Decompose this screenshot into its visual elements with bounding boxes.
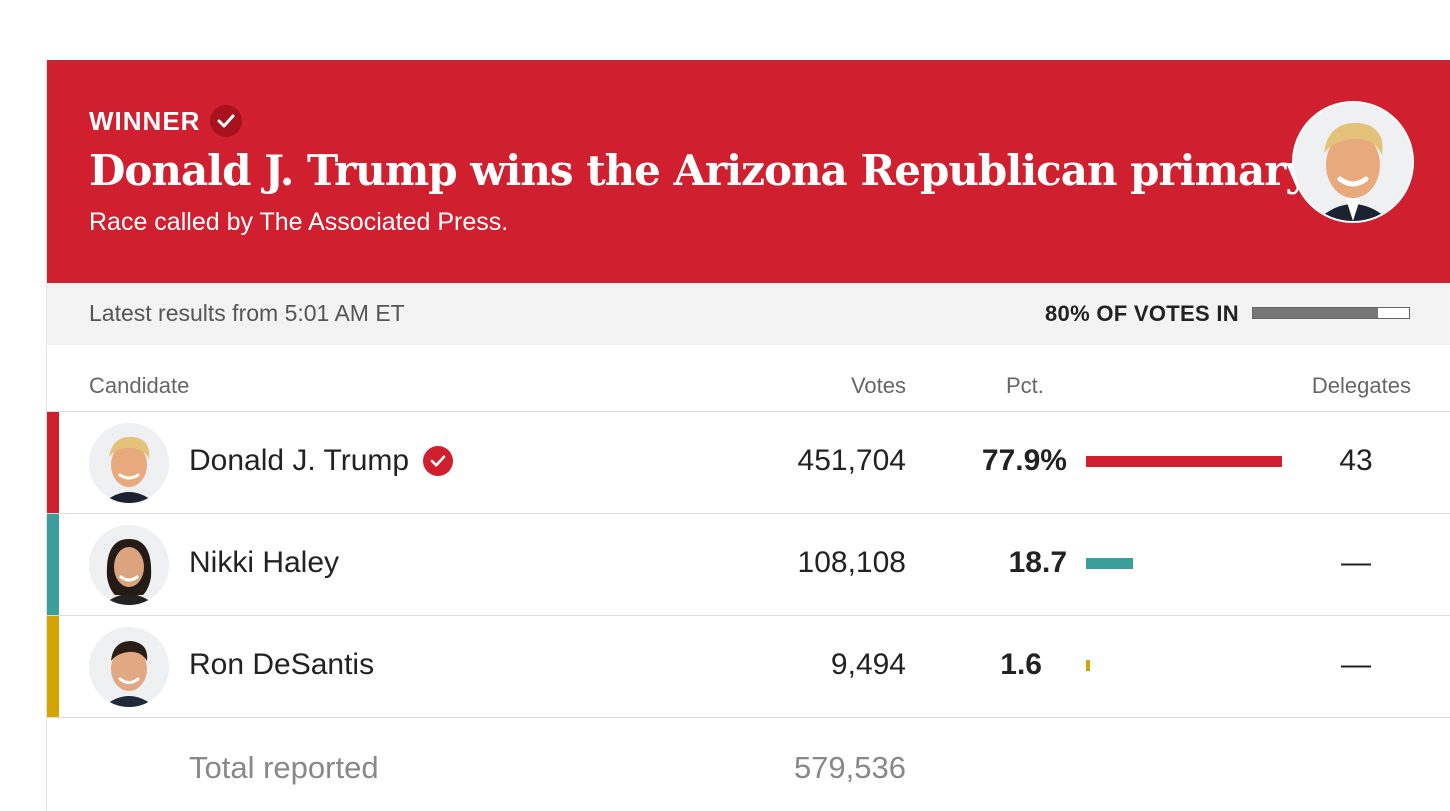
- total-reported-label: Total reported: [189, 750, 379, 785]
- pct-bar: [1086, 660, 1091, 671]
- candidate-photo-desantis: [89, 627, 169, 707]
- candidate-pct: 1.6: [1000, 648, 1042, 681]
- pct-bar-track: [1086, 558, 1282, 569]
- candidate-name-text: Nikki Haley: [189, 546, 340, 579]
- candidate-votes: 108,108: [797, 546, 906, 579]
- pct-bar-track: [1086, 456, 1282, 467]
- candidate-name-text: Ron DeSantis: [189, 648, 375, 681]
- race-call-note: Race called by The Associated Press.: [89, 208, 509, 236]
- results-card: WINNER Donald J. Trump wins the Arizona …: [46, 60, 1450, 811]
- header-delegates: Delegates: [1311, 373, 1411, 398]
- winner-photo: [1292, 101, 1414, 223]
- table-row: Nikki Haley 108,108 18.7 —: [47, 514, 1450, 616]
- candidate-photo-haley: [89, 525, 169, 605]
- pct-bar: [1086, 456, 1282, 467]
- table-header: Candidate Votes Pct. Delegates: [47, 345, 1450, 412]
- check-icon: [210, 105, 243, 137]
- table-row: Donald J. Trump 451,704 77.9% 43: [47, 412, 1450, 514]
- total-row: Total reported 579,536: [47, 718, 1450, 811]
- race-headline: Donald J. Trump wins the Arizona Republi…: [89, 146, 1319, 195]
- candidate-votes: 451,704: [797, 444, 906, 477]
- header-votes: Votes: [850, 373, 906, 398]
- candidate-pct: 77.9%: [981, 444, 1067, 477]
- votes-in-progress: [1252, 307, 1410, 319]
- table-row: Ron DeSantis 9,494 1.6 —: [47, 616, 1450, 718]
- candidate-color-stripe: [47, 616, 59, 717]
- candidate-delegates: —: [1341, 648, 1371, 681]
- candidate-name: Ron DeSantis: [189, 648, 374, 682]
- pct-bar: [1086, 558, 1134, 569]
- candidate-votes: 9,494: [830, 648, 906, 681]
- candidate-delegates: —: [1341, 546, 1371, 579]
- candidate-color-stripe: [47, 514, 59, 615]
- votes-in-progress-fill: [1253, 308, 1378, 318]
- winner-label: WINNER: [89, 105, 201, 136]
- winner-row: WINNER: [89, 104, 243, 138]
- candidate-photo-trump: [89, 423, 169, 503]
- candidate-delegates: 43: [1339, 444, 1373, 477]
- pct-bar-track: [1086, 660, 1282, 671]
- candidate-name: Nikki Haley: [189, 546, 339, 580]
- votes-in-label: 80% OF VOTES IN: [1045, 301, 1239, 326]
- candidate-name: Donald J. Trump: [189, 444, 454, 478]
- winner-banner: WINNER Donald J. Trump wins the Arizona …: [47, 60, 1450, 283]
- candidate-pct: 18.7: [1008, 546, 1067, 579]
- header-pct: Pct.: [1006, 373, 1044, 398]
- results-status-bar: Latest results from 5:01 AM ET 80% OF VO…: [47, 283, 1450, 345]
- total-reported-votes: 579,536: [793, 750, 906, 785]
- candidate-color-stripe: [47, 412, 59, 513]
- latest-results-time: Latest results from 5:01 AM ET: [89, 300, 405, 326]
- candidate-name-text: Donald J. Trump: [189, 444, 410, 477]
- winner-check-icon: [423, 446, 454, 476]
- header-candidate: Candidate: [89, 373, 190, 398]
